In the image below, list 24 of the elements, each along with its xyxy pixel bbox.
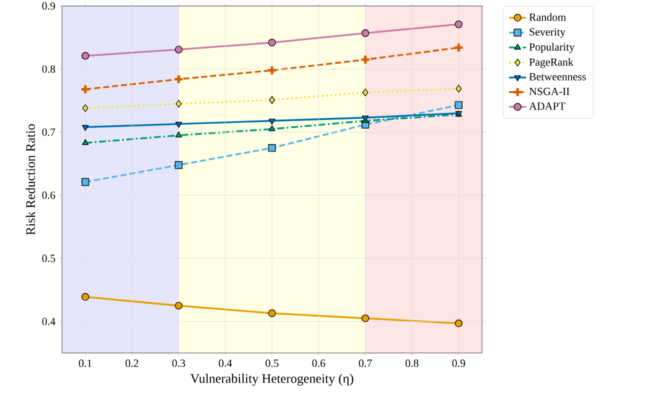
legend-label: Betweenness bbox=[529, 73, 586, 80]
x-axis-title: Vulnerability Heterogeneity (η) bbox=[190, 374, 354, 386]
legend-label: NSGA-II bbox=[529, 88, 570, 96]
x-tick-label: 0.2 bbox=[126, 360, 138, 367]
y-tick-label: 0.6 bbox=[42, 192, 56, 199]
legend-label: Severity bbox=[530, 28, 566, 38]
legend-label: Popularity bbox=[529, 42, 575, 53]
x-tick-label: 0.5 bbox=[266, 360, 278, 367]
y-tick-label: 0.4 bbox=[42, 318, 56, 326]
legend-label: PageRank bbox=[529, 58, 574, 68]
y-tick-label: 0.8 bbox=[42, 65, 56, 73]
x-tick-label: 0.7 bbox=[358, 360, 372, 367]
legend-label: Random bbox=[529, 13, 566, 21]
x-tick-label: 0.1 bbox=[78, 360, 92, 367]
x-tick-label: 0.4 bbox=[218, 360, 232, 367]
x-tick-label: 0.6 bbox=[312, 360, 326, 367]
y-axis-title: Risk Reduction Ratio bbox=[26, 124, 35, 235]
legend-label: ADAPT bbox=[529, 102, 566, 110]
x-tick-label: 0.9 bbox=[452, 360, 466, 367]
y-tick-label: 0.7 bbox=[42, 128, 56, 136]
x-tick-label: 0.8 bbox=[406, 360, 418, 367]
y-tick-label: 0.5 bbox=[42, 254, 56, 262]
x-tick-label: 0.3 bbox=[172, 360, 186, 367]
y-tick-label: 0.9 bbox=[42, 2, 56, 10]
